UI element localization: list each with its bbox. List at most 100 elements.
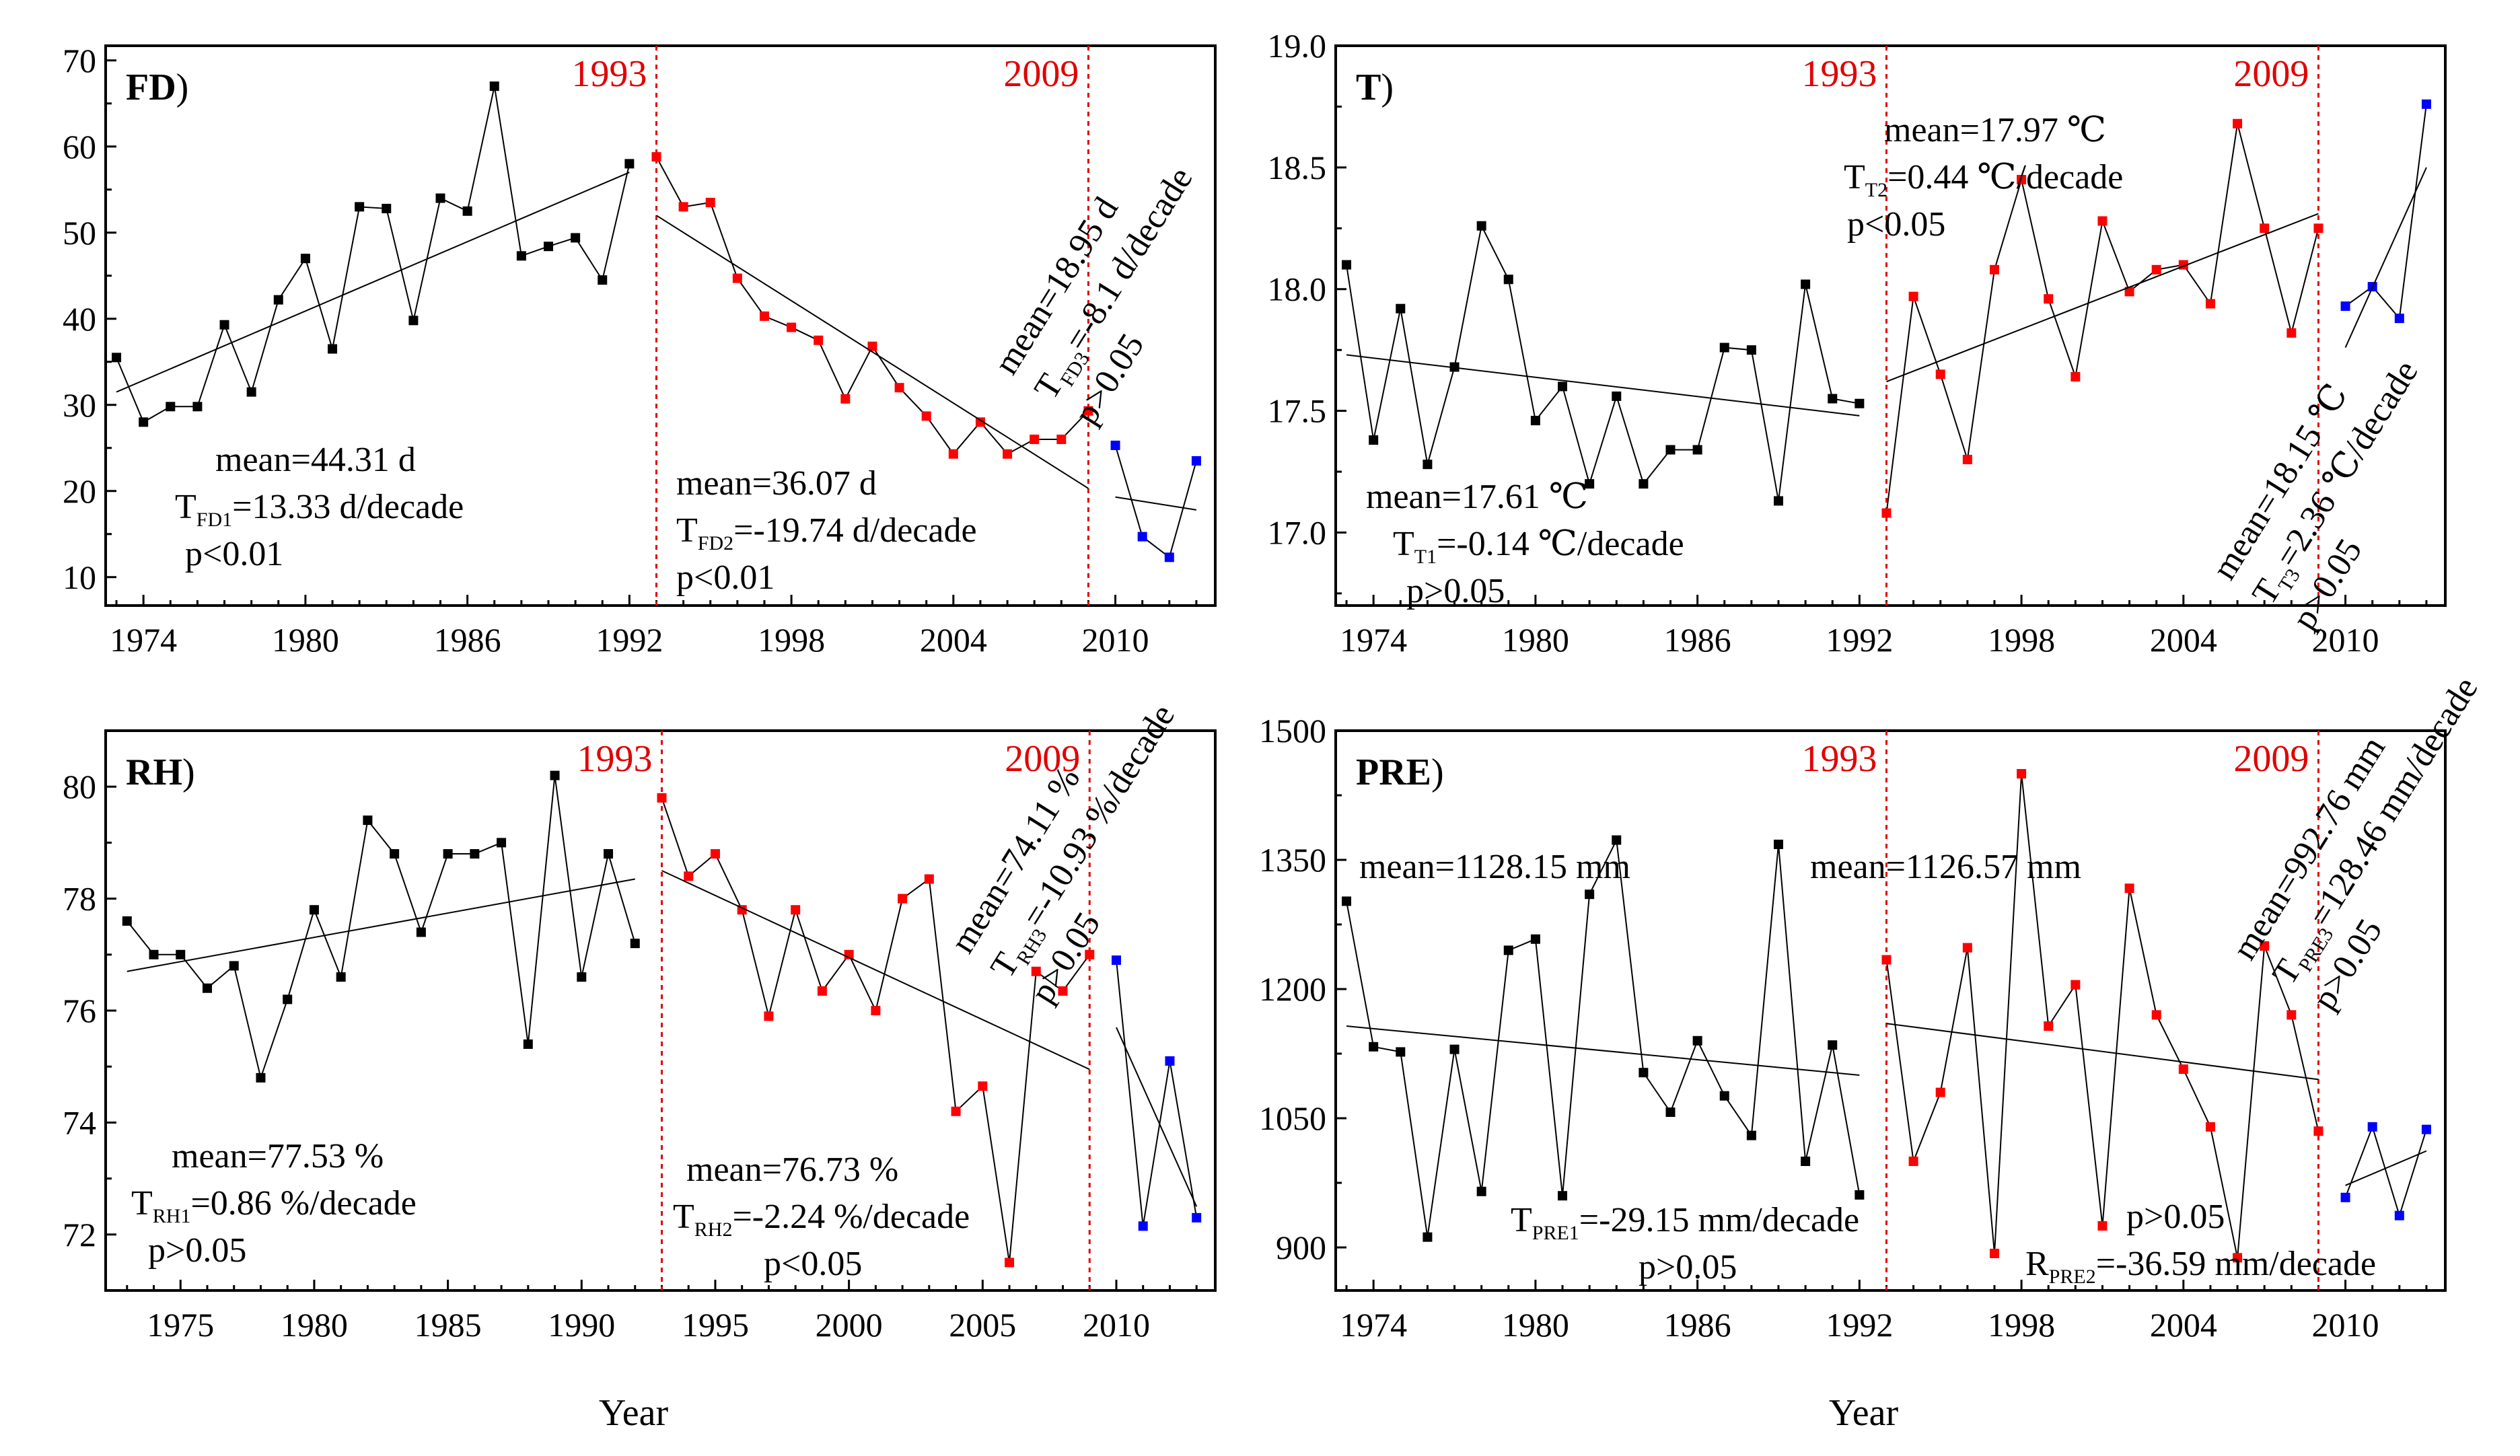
rh-point-seg1 xyxy=(416,927,426,937)
t-break-label-1993: 1993 xyxy=(1801,53,1877,95)
t-ytick-label: 17.5 xyxy=(1268,392,1327,430)
fd-point-seg2 xyxy=(1083,406,1093,416)
fd-annotation-text: TFD1=13.33 d/decade xyxy=(175,488,464,531)
pre-point-seg3 xyxy=(2340,1192,2350,1202)
rh-point-seg2 xyxy=(924,874,934,884)
fd-point-seg3 xyxy=(1137,532,1147,542)
t-break-label-2009: 2009 xyxy=(2233,53,2309,95)
fd-xtick-label: 2004 xyxy=(920,621,987,659)
fd-point-seg1 xyxy=(489,81,499,92)
t-xtick-label: 2004 xyxy=(2150,621,2217,659)
t-point-seg1 xyxy=(1801,279,1811,289)
pre-x-axis-title: Year xyxy=(1829,1392,1899,1434)
t-annotation-text: p>0.05 xyxy=(1406,572,1505,610)
fd-ytick-label: 70 xyxy=(63,42,96,79)
rh-annotation-text: mean=76.73 % xyxy=(686,1151,898,1189)
t-series-line-seg3 xyxy=(2344,104,2427,320)
pre-xtick-label: 1980 xyxy=(1502,1306,1569,1344)
t-point-seg1 xyxy=(1719,342,1729,353)
t-trend-line-2 xyxy=(1886,213,2319,383)
rh-point-seg2 xyxy=(978,1081,988,1091)
fd-annotation-span: mean=44.31 d xyxy=(215,441,416,479)
pre-annotation-span: mean=1126.57 mm xyxy=(1810,848,2081,886)
t-annotation-text: TT2=0.44 ℃/decade xyxy=(1844,158,2123,201)
t-point-seg3 xyxy=(2394,314,2404,324)
fd-xtick-label: 2010 xyxy=(1082,621,1149,659)
fd-xtick-label: 1998 xyxy=(758,621,825,659)
rh-point-seg2 xyxy=(817,986,827,996)
rh-point-seg2 xyxy=(791,905,801,915)
fd-point-seg3 xyxy=(1191,456,1201,466)
rh-annotation-span: p<0.05 xyxy=(764,1245,862,1283)
pre-point-seg2 xyxy=(2178,1064,2188,1075)
pre-annotation-span: =-36.59 mm/decade xyxy=(2096,1245,2376,1283)
t-point-seg1 xyxy=(1828,394,1838,404)
t-panel-tag-paren: ) xyxy=(1381,67,1394,108)
rh-point-seg1 xyxy=(149,949,159,959)
fd-point-seg1 xyxy=(382,203,392,213)
rh-annotation-span: mean=77.53 % xyxy=(172,1137,384,1175)
rh-point-seg2 xyxy=(684,871,694,881)
pre-point-seg2 xyxy=(2260,941,2270,951)
pre-annotation-text: mean=1126.57 mm xyxy=(1810,848,2081,886)
t-annotation-span: T xyxy=(1393,525,1414,563)
pre-point-seg1 xyxy=(1665,1107,1676,1118)
fd-ytick-label: 30 xyxy=(63,386,96,424)
fd-ytick-label: 10 xyxy=(63,558,96,596)
fd-point-seg2 xyxy=(787,322,797,332)
pre-point-seg1 xyxy=(1639,1068,1649,1078)
rh-ytick-label: 74 xyxy=(63,1103,96,1141)
rh-point-seg2 xyxy=(1058,986,1068,996)
t-point-seg1 xyxy=(1423,460,1433,470)
pre-panel-tag: PRE) xyxy=(1356,752,1444,793)
rh-ytick-label: 72 xyxy=(63,1216,96,1253)
rh-xtick-label: 1980 xyxy=(281,1306,348,1344)
pre-point-seg2 xyxy=(2151,1010,2161,1020)
fd-point-seg1 xyxy=(624,159,635,169)
pre-plot-frame xyxy=(1334,729,2447,1292)
fd-point-seg2 xyxy=(975,417,985,427)
fd-point-seg3 xyxy=(1164,552,1174,562)
rh-point-seg2 xyxy=(1031,966,1041,976)
rh-point-seg1 xyxy=(523,1039,533,1049)
t-point-seg2 xyxy=(2260,223,2270,233)
fd-annotation-span: =13.33 d/decade xyxy=(232,488,464,526)
pre-xtick-label: 1992 xyxy=(1826,1306,1893,1344)
rh-point-seg2 xyxy=(764,1011,774,1021)
fd-annotation-1: mean=44.31 d TFD1=13.33 d/decade p<0.01 xyxy=(175,441,464,573)
fd-point-seg2 xyxy=(867,341,877,351)
fd-annotation-text: TFD2=-19.74 d/decade xyxy=(676,511,977,554)
rh-trend-line-3 xyxy=(1116,1027,1198,1207)
t-ytick-label: 18.5 xyxy=(1268,149,1327,186)
rh-x-axis-title: Year xyxy=(599,1392,669,1434)
fd-xtick-label: 1980 xyxy=(272,621,339,659)
t-point-seg1 xyxy=(1612,391,1622,401)
fd-xtick-label: 1974 xyxy=(110,621,177,659)
t-point-seg2 xyxy=(2071,371,2081,381)
pre-point-seg1 xyxy=(1585,889,1595,900)
fd-point-seg1 xyxy=(219,320,229,330)
t-point-seg1 xyxy=(1773,496,1783,506)
fd-point-seg1 xyxy=(571,233,581,243)
fd-trend-line-3 xyxy=(1115,496,1197,511)
pre-annotation-text: RPRE2=-36.59 mm/decade xyxy=(2025,1245,2376,1288)
panel-pre: 900 1050 1200 1350 1500 1974 1980 1986 1992 1998 2… xyxy=(1259,670,2486,1434)
panel-t: 17.0 17.5 18.0 18.5 19.0 1974 1980 1986 1992 1998… xyxy=(1268,27,2447,659)
fd-point-seg1 xyxy=(462,206,472,216)
pre-ytick-label: 1500 xyxy=(1259,712,1326,750)
t-point-seg1 xyxy=(1369,435,1379,445)
pre-point-seg2 xyxy=(1962,943,1972,953)
fd-point-seg1 xyxy=(273,295,283,305)
pre-point-seg2 xyxy=(2071,980,2081,990)
pre-annotation-text: TPRE1=-29.15 mm/decade xyxy=(1511,1201,1859,1244)
t-point-seg1 xyxy=(1476,221,1486,231)
fd-point-seg1 xyxy=(328,344,338,354)
rh-point-seg1 xyxy=(390,849,400,859)
pre-point-seg2 xyxy=(1881,955,1892,965)
t-xtick-label: 2010 xyxy=(2312,621,2379,659)
t-point-seg2 xyxy=(2205,299,2215,309)
pre-point-seg1 xyxy=(1558,1191,1568,1201)
